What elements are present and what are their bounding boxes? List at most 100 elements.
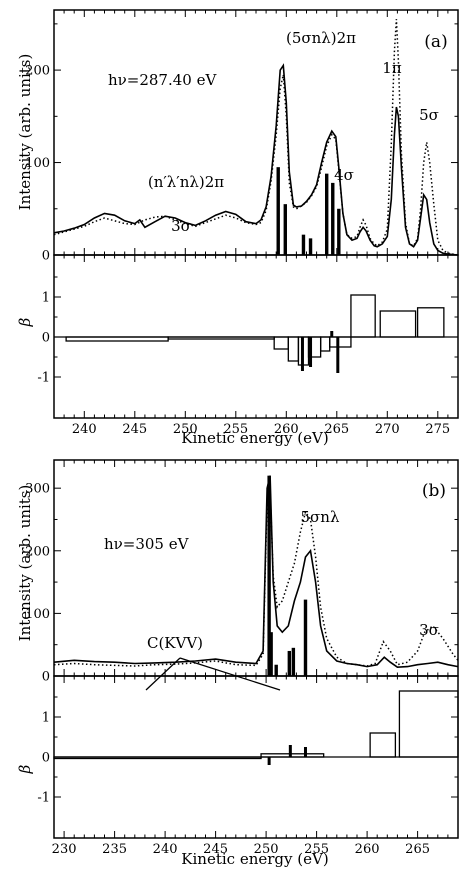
panel-b-beta-plot	[53, 690, 459, 765]
panel-b-beta-stick	[267, 757, 271, 765]
panel-a: 240 245 250 255 260 265 270 275 100 200 0 -1 1 0 Kine…	[16, 9, 459, 447]
panel-a-series-dotted	[53, 19, 459, 256]
panel-b-y-tick-label: 300	[25, 482, 50, 497]
panel-b-beta-stick	[288, 745, 292, 757]
panel-a-stick	[276, 167, 280, 255]
panel-a-beta-box	[319, 336, 331, 352]
annotation-4sigma: 4σ	[334, 166, 354, 184]
panel-a-stick	[337, 208, 341, 255]
panel-a-beta-box	[329, 336, 352, 348]
panel-a-ylabel-top: Intensity (arb. units)	[16, 54, 34, 211]
panel-b-stick	[274, 664, 278, 676]
panel-b-beta-tick-label: -1	[37, 791, 50, 806]
panel-b-ylabel-bottom: β	[16, 764, 34, 774]
annotation-3sigma-a: 3σ	[171, 217, 191, 235]
panel-a-beta-stick	[309, 337, 313, 367]
panel-a-beta-stick	[330, 331, 334, 337]
panel-b-sticks	[267, 475, 308, 676]
annotation-ckvv: C(KVV)	[147, 634, 203, 652]
panel-b-x-tick-label: 250	[254, 842, 279, 857]
panel-b-stick	[267, 475, 271, 676]
panel-b-x-tick-label: 260	[355, 842, 380, 857]
panel-b-photon-energy: hν=305 eV	[104, 535, 190, 553]
panel-b-stick	[291, 647, 296, 676]
panel-a-label: (a)	[424, 32, 447, 52]
panel-b-stick	[303, 599, 308, 676]
panel-a-x-tick-label: 275	[425, 422, 450, 437]
panel-a-beta-tick-label: 0	[42, 331, 50, 346]
panel-b: 230 235 240 245 250 255 260 265 100 200 300 0 -1 1 0 K…	[16, 459, 459, 868]
annotation-5sigma: 5σ	[419, 106, 439, 124]
panel-a-x-tick-label: 260	[274, 422, 299, 437]
panel-a-beta-stick	[300, 337, 304, 371]
panel-a-beta-box	[287, 336, 300, 362]
panel-b-label: (b)	[422, 481, 446, 501]
panel-a-ticks: 240 245 250 255 260 265 270 275 100 200 0 -1 1 0	[25, 10, 459, 437]
panel-a-x-tick-label: 245	[122, 422, 147, 437]
panel-b-y-tick-label: 200	[25, 544, 50, 559]
panel-b-beta-box	[369, 732, 397, 758]
panel-b-ylabel-top: Intensity (arb. units)	[16, 485, 34, 642]
panel-b-frames	[53, 459, 459, 839]
panel-a-y-tick-label: 200	[25, 64, 50, 79]
panel-b-x-tick-label: 245	[203, 842, 228, 857]
panel-a-x-tick-label: 250	[173, 422, 198, 437]
panel-b-beta-box	[260, 753, 325, 758]
panel-b-top-frame	[53, 459, 459, 677]
ckvv-pointer-left	[145, 657, 181, 691]
panel-b-y-tick-label: 100	[25, 607, 50, 622]
panel-a-x-tick-label: 270	[375, 422, 400, 437]
panel-b-series-dotted	[53, 488, 459, 667]
panel-a-beta-stick	[336, 337, 340, 373]
panel-a-lines	[53, 19, 459, 256]
panel-a-series-solid	[53, 63, 459, 256]
panel-b-beta-stick	[303, 747, 307, 757]
panel-b-stick	[287, 650, 292, 676]
panel-b-series-solid	[53, 475, 459, 669]
panel-b-beta-box	[53, 756, 262, 760]
annotation-nlnl-2pi: (n′λ′nλ)2π	[148, 173, 224, 191]
panel-a-beta-box	[167, 336, 275, 340]
panel-b-x-tick-label: 265	[405, 842, 430, 857]
panel-a-beta-box	[273, 336, 289, 350]
panel-a-stick	[283, 204, 287, 255]
annotation-3sigma-b: 3σ	[419, 621, 439, 639]
panel-b-stick	[269, 632, 273, 676]
panel-b-x-tick-label: 235	[102, 842, 127, 857]
panel-b-xlabel: Kinetic energy (eV)	[181, 850, 328, 868]
panel-b-x-tick-label: 240	[153, 842, 178, 857]
panel-b-lines	[53, 475, 459, 669]
panel-a-sticks	[276, 167, 341, 255]
panel-a-y-tick-label: 0	[42, 249, 50, 264]
panel-b-y-tick-label: 0	[42, 670, 50, 685]
panel-b-x-tick-label: 230	[52, 842, 77, 857]
panel-a-y-tick-label: 100	[25, 156, 50, 171]
panel-b-x-tick-label: 255	[304, 842, 329, 857]
annotation-5snl: 5σnλ	[301, 508, 340, 526]
panel-a-stick	[308, 238, 313, 255]
panel-a-stick	[331, 182, 335, 255]
annotation-1pi: 1π	[382, 59, 402, 77]
panel-b-beta-box	[398, 690, 459, 758]
panel-a-beta-tick-label: 1	[42, 291, 50, 306]
panel-b-ticks: 230 235 240 245 250 255 260 265 100 200 300 0 -1 1 0	[25, 460, 459, 857]
panel-a-beta-box	[350, 294, 376, 338]
panel-a-beta-box	[416, 307, 445, 338]
panel-a-beta-tick-label: -1	[37, 371, 50, 386]
panel-a-beta-box	[65, 336, 169, 342]
ckvv-pointer-right	[179, 657, 281, 691]
panel-a-xlabel: Kinetic energy (eV)	[181, 429, 328, 447]
panel-a-x-tick-label: 255	[223, 422, 248, 437]
panel-a-beta-box	[379, 310, 417, 338]
panel-a-stick	[301, 234, 306, 255]
panel-a-x-tick-label: 265	[324, 422, 349, 437]
annotation-5snl-2pi: (5σnλ)2π	[286, 29, 356, 47]
panel-a-stick	[325, 173, 329, 255]
panel-b-beta-tick-label: 0	[42, 751, 50, 766]
panel-a-x-tick-label: 240	[72, 422, 97, 437]
panel-a-ylabel-bottom: β	[16, 317, 34, 327]
panel-b-beta-tick-label: 1	[42, 711, 50, 726]
panel-a-photon-energy: hν=287.40 eV	[108, 71, 217, 89]
panel-a-beta-plot	[54, 294, 458, 373]
